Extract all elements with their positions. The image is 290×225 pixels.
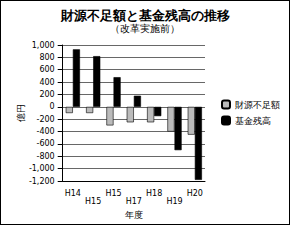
svg-text:-400: -400 (37, 127, 55, 136)
svg-text:0: 0 (50, 102, 55, 111)
svg-text:H14: H14 (65, 189, 81, 198)
svg-text:（改革実施前）: （改革実施前） (110, 23, 180, 34)
svg-text:H20: H20 (187, 189, 203, 198)
svg-text:-1,200: -1,200 (29, 177, 55, 186)
svg-text:200: 200 (39, 90, 54, 99)
svg-text:-1,000: -1,000 (29, 164, 55, 173)
svg-text:財源不足額: 財源不足額 (235, 100, 280, 110)
svg-text:1,000: 1,000 (32, 41, 55, 50)
svg-text:財源不足額と基金残高の推移: 財源不足額と基金残高の推移 (60, 8, 230, 23)
svg-text:H15: H15 (105, 189, 121, 198)
svg-text:-200: -200 (37, 115, 55, 124)
svg-text:400: 400 (39, 78, 54, 87)
svg-text:600: 600 (39, 65, 54, 74)
svg-text:H19: H19 (166, 197, 182, 206)
svg-text:800: 800 (39, 53, 54, 62)
svg-text:H15: H15 (85, 197, 101, 206)
svg-text:基金残高: 基金残高 (235, 116, 271, 126)
svg-text:-800: -800 (37, 152, 55, 161)
svg-text:H17: H17 (126, 197, 142, 206)
svg-text:億円: 億円 (16, 104, 26, 122)
svg-text:-600: -600 (37, 139, 55, 148)
svg-text:年度: 年度 (125, 210, 143, 220)
svg-text:H18: H18 (146, 189, 162, 198)
